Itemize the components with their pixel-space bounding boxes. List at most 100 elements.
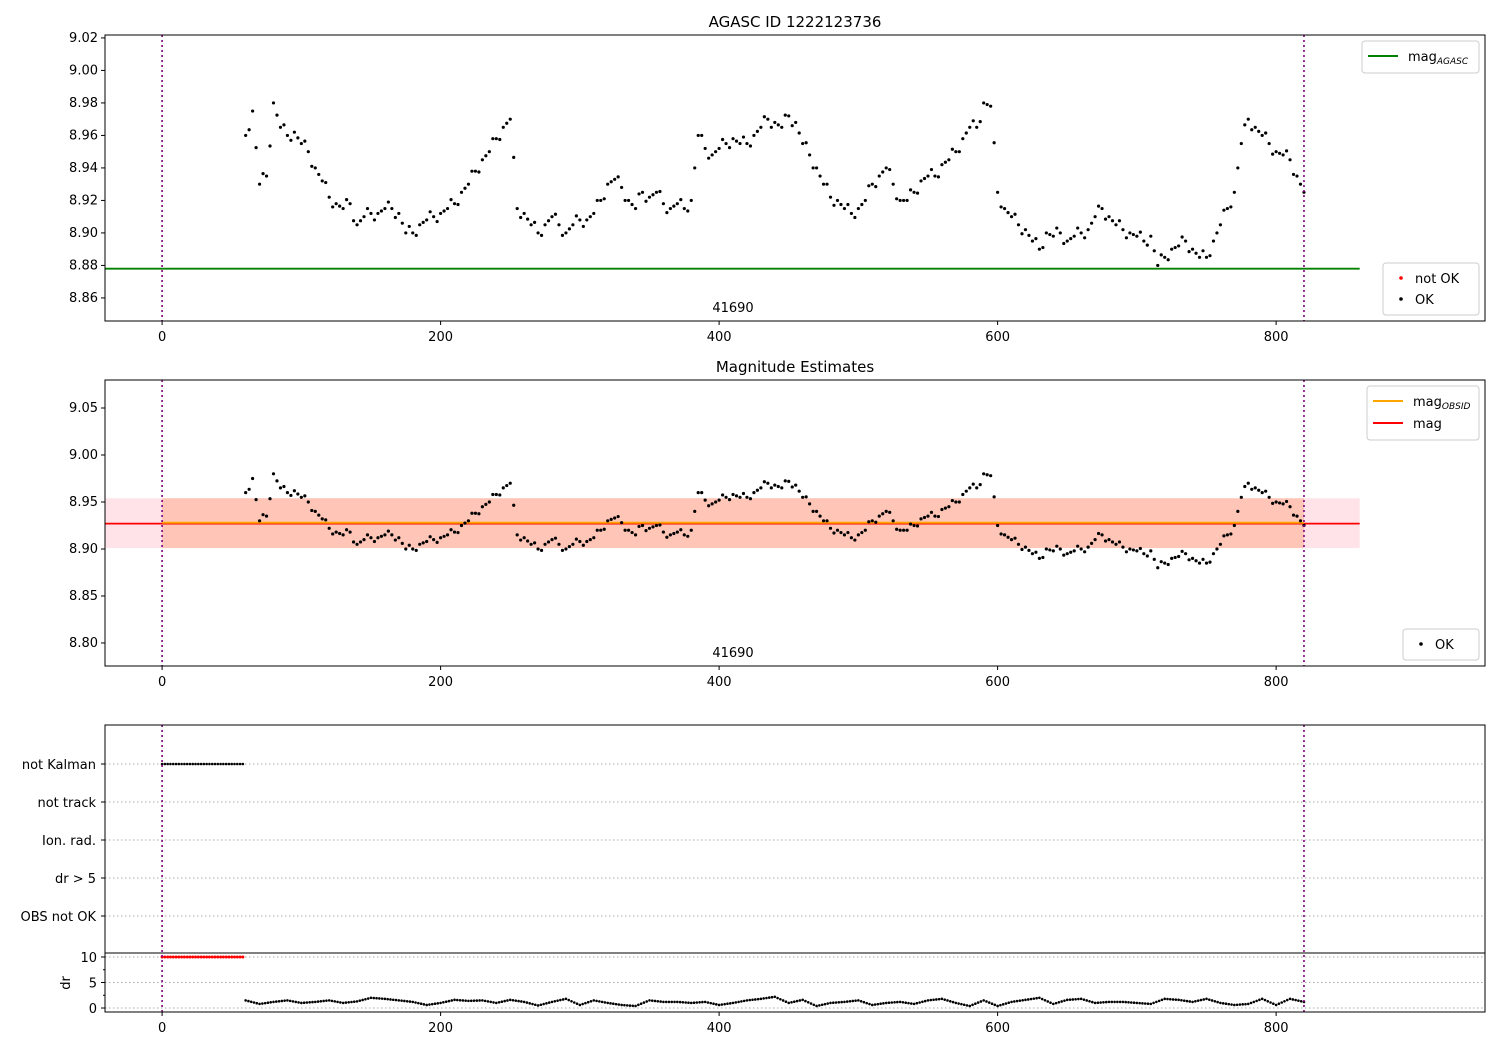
data-point	[299, 141, 303, 146]
y-tick-label: 8.92	[69, 193, 98, 208]
dr-point	[893, 1001, 896, 1004]
data-point	[1284, 149, 1289, 153]
dr-not-ok-point	[213, 955, 217, 959]
dr-not-ok-point	[224, 955, 228, 959]
dr-point	[767, 996, 771, 999]
data-point	[675, 202, 679, 206]
data-point	[905, 198, 909, 203]
dr-point	[592, 999, 596, 1002]
title-middle: Magnitude Estimates	[716, 358, 874, 376]
data-point	[1128, 547, 1132, 551]
data-point	[943, 506, 947, 510]
dr-point	[1118, 1000, 1122, 1004]
dr-point	[1068, 998, 1072, 1001]
dr-point	[979, 1000, 983, 1003]
flag-label: not Kalman	[22, 758, 96, 773]
dr-axis-label: dr	[59, 976, 74, 990]
data-point	[686, 534, 690, 538]
data-point	[985, 473, 989, 477]
data-point	[616, 175, 620, 179]
data-point	[1278, 151, 1282, 155]
dr-point	[316, 1000, 320, 1003]
y-tick-label: 10	[80, 951, 97, 966]
dr-point	[394, 998, 398, 1002]
data-point	[501, 486, 505, 490]
data-point	[372, 218, 377, 222]
data-point	[1114, 223, 1118, 227]
dr-not-ok-point	[168, 955, 172, 959]
data-point	[251, 109, 255, 113]
data-point	[1131, 232, 1135, 237]
data-point	[898, 198, 902, 203]
dr-point	[628, 1004, 632, 1007]
data-point	[1107, 215, 1111, 219]
legend-marker	[1419, 642, 1423, 646]
data-point	[818, 174, 822, 178]
data-point	[285, 490, 290, 495]
data-point	[560, 548, 565, 552]
not-kalman-point	[194, 762, 197, 766]
data-point	[351, 219, 356, 223]
data-point	[1076, 544, 1080, 548]
data-point	[1027, 548, 1031, 552]
data-point	[1246, 117, 1250, 121]
data-point	[536, 547, 540, 551]
dr-point	[1074, 997, 1077, 1001]
data-point	[306, 150, 310, 154]
dr-point	[815, 1004, 818, 1008]
data-point	[801, 141, 805, 146]
dr-point	[294, 1000, 298, 1004]
data-point	[1215, 231, 1219, 235]
data-point	[633, 206, 638, 211]
dr-point	[419, 1002, 423, 1006]
dr-point	[703, 1000, 707, 1004]
data-point	[790, 485, 794, 489]
data-point	[257, 182, 262, 186]
dr-not-ok-point	[241, 955, 245, 959]
data-point	[898, 528, 902, 532]
data-point	[1271, 501, 1275, 506]
data-point	[1194, 559, 1198, 563]
dr-point	[1291, 998, 1295, 1001]
data-point	[693, 509, 697, 513]
data-point	[442, 534, 446, 538]
data-point	[1079, 231, 1083, 235]
dr-point	[1024, 998, 1027, 1002]
data-point	[1201, 249, 1205, 253]
data-point	[922, 515, 927, 520]
data-point	[1225, 533, 1229, 537]
dr-point	[375, 996, 378, 1000]
dr-point	[564, 997, 568, 1001]
dr-point	[642, 1001, 646, 1004]
data-point	[727, 498, 732, 502]
data-point	[341, 533, 345, 537]
dr-point	[258, 1002, 261, 1006]
dr-point	[951, 1000, 955, 1004]
data-point	[557, 542, 561, 546]
dr-point	[684, 1001, 687, 1004]
dr-point	[283, 999, 286, 1002]
data-point	[522, 536, 526, 540]
data-point	[797, 131, 801, 135]
data-point	[707, 504, 711, 508]
not-kalman-point	[205, 762, 208, 766]
data-point	[532, 541, 537, 545]
dr-point	[600, 1000, 604, 1004]
data-point	[1009, 537, 1014, 542]
data-point	[1274, 150, 1278, 154]
data-point	[581, 543, 585, 547]
data-point	[940, 507, 944, 512]
data-point	[581, 224, 585, 229]
data-point	[926, 174, 930, 178]
data-point	[1218, 542, 1223, 546]
dr-point	[1079, 997, 1083, 1001]
data-point	[1184, 552, 1188, 556]
dr-point	[1155, 1000, 1158, 1004]
dr-point	[1035, 996, 1038, 1000]
dr-point	[801, 998, 804, 1002]
data-point	[588, 537, 592, 542]
data-point	[317, 513, 321, 517]
dr-point	[1168, 997, 1172, 1001]
dr-point	[355, 1000, 359, 1003]
data-point	[365, 533, 370, 537]
